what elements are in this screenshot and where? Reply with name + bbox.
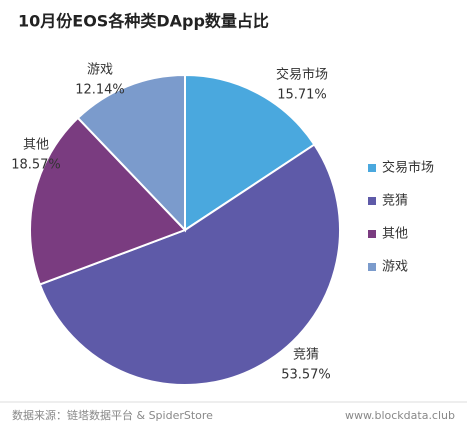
chart-title: 10月份EOS各种类DApp数量占比 bbox=[18, 12, 269, 31]
slice-label: 游戏 bbox=[87, 63, 113, 78]
legend-swatch bbox=[368, 197, 376, 205]
legend-swatch bbox=[368, 230, 376, 238]
legend-label: 竞猜 bbox=[382, 193, 408, 209]
legend-swatch bbox=[368, 164, 376, 172]
slice-value-label: 15.71% bbox=[277, 88, 327, 103]
legend-swatch bbox=[368, 263, 376, 271]
legend-label: 其他 bbox=[382, 227, 408, 242]
legend-label: 交易市场 bbox=[382, 160, 434, 176]
slice-label: 交易市场 bbox=[276, 67, 328, 83]
legend-label: 游戏 bbox=[382, 260, 408, 275]
slice-label: 竞猜 bbox=[293, 347, 319, 363]
pie-slice bbox=[29, 116, 187, 286]
slice-value-label: 53.57% bbox=[281, 368, 331, 383]
source: 数据来源：链塔数据平台 & SpiderStore bbox=[12, 408, 213, 422]
slice-label: 其他 bbox=[23, 138, 49, 153]
slice-value-label: 12.14% bbox=[75, 83, 125, 98]
pie-slice bbox=[76, 73, 186, 233]
website: www.blockdata.club bbox=[345, 409, 455, 422]
pie-slice bbox=[38, 143, 341, 386]
slice-value-label: 18.57% bbox=[11, 158, 61, 173]
pie-slice bbox=[184, 73, 316, 232]
